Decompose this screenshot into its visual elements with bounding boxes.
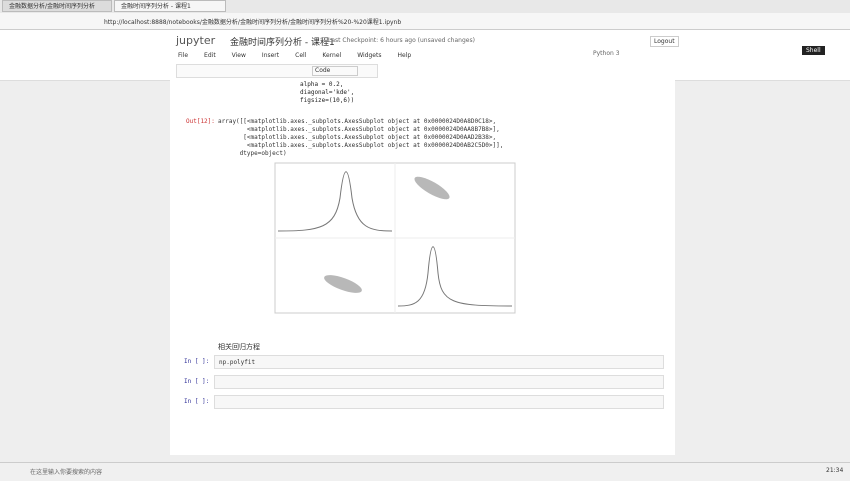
cell-type[interactable]: Code: [312, 66, 358, 76]
code-line: alpha = 0.2,: [300, 81, 344, 88]
cell: In [ ]:: [170, 374, 675, 392]
menu-item[interactable]: Widgets: [357, 52, 382, 59]
in-prompt: In [ ]:: [184, 378, 210, 385]
url[interactable]: http://localhost:8888/notebooks/金融数据分析/金…: [104, 19, 402, 26]
header: [0, 30, 850, 81]
in-prompt: In [ ]:: [184, 398, 210, 405]
output-line: <matplotlib.axes._subplots.AxesSubplot o…: [218, 126, 500, 133]
code-line: figsize=(10,6)): [300, 97, 355, 104]
output-line: <matplotlib.axes._subplots.AxesSubplot o…: [218, 142, 504, 149]
address-bar: [0, 13, 850, 30]
output-line: dtype=object): [218, 150, 287, 157]
tab[interactable]: 金融数据分析/金融时间序列分析: [2, 0, 112, 12]
markdown: 相关回归方程: [218, 343, 260, 351]
tab[interactable]: 金融时间序列分析 - 课程1: [114, 0, 226, 12]
output-line: array([[<matplotlib.axes._subplots.AxesS…: [218, 118, 497, 125]
code-cell: alpha = 0.2, diagonal='kde', figsize=(10,6…: [300, 81, 354, 105]
code-input[interactable]: [214, 375, 664, 389]
checkpoint: Last Checkpoint: 6 hours ago (unsaved ch…: [328, 37, 475, 44]
tooltip: Shell: [802, 46, 825, 55]
scatter-cloud: [414, 176, 450, 200]
menu-item[interactable]: View: [231, 52, 246, 59]
logout[interactable]: Logout: [650, 36, 679, 47]
cell: In [ ]: np.polyfit: [170, 354, 675, 372]
menu-item[interactable]: Help: [397, 52, 412, 59]
scatter-cloud: [324, 275, 362, 293]
kde-curve: [397, 246, 513, 307]
menu-item[interactable]: Insert: [261, 52, 280, 59]
in-prompt: In [ ]:: [184, 358, 210, 365]
out-prompt: Out[12]:: [186, 118, 215, 125]
kernel: Python 3: [593, 50, 620, 57]
code-input[interactable]: [214, 395, 664, 409]
output-line: [<matplotlib.axes._subplots.AxesSubplot …: [218, 134, 497, 141]
logo: jupyter: [176, 34, 216, 47]
scatter-matrix: [274, 162, 516, 314]
clock: 21:34: [826, 467, 844, 474]
menu-item[interactable]: File: [178, 52, 189, 59]
code-line: diagonal='kde',: [300, 89, 355, 96]
notebook-title[interactable]: 金融时间序列分析 - 课程1: [230, 38, 335, 48]
menu-item[interactable]: Edit: [204, 52, 216, 59]
toolbar: [176, 64, 378, 78]
kde-curve: [277, 171, 393, 232]
cell: In [ ]:: [170, 394, 675, 412]
menu-item[interactable]: Cell: [295, 52, 307, 59]
search-box[interactable]: 在这里输入你要搜索的内容: [30, 469, 103, 476]
menu: File Edit View Insert Cell Kernel Widgets Help: [178, 52, 427, 59]
cells: In [ ]: np.polyfit In [ ]: In [ ]:: [170, 352, 675, 412]
output: array([[<matplotlib.axes._subplots.AxesS…: [218, 118, 503, 158]
taskbar: [0, 462, 850, 481]
menu-item[interactable]: Kernel: [322, 52, 342, 59]
code-input[interactable]: np.polyfit: [214, 355, 664, 369]
